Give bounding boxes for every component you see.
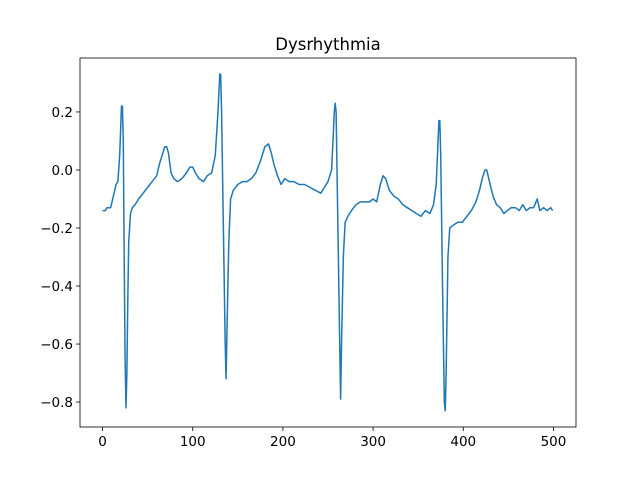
y-tick-label: −0.8	[40, 395, 73, 411]
y-tick-label: 0.0	[52, 163, 73, 179]
y-tick-label: 0.2	[52, 105, 73, 121]
x-tick-label: 200	[270, 434, 296, 450]
y-tick-label: −0.6	[40, 337, 73, 353]
x-tick-label: 300	[360, 434, 386, 450]
y-tick-label: −0.4	[40, 279, 73, 295]
x-tick-label: 0	[98, 434, 107, 450]
data-line	[102, 73, 554, 412]
plot-frame	[79, 57, 577, 428]
x-tick-label: 400	[450, 434, 476, 450]
chart-title: Dysrhythmia	[275, 35, 380, 54]
y-tick-label: −0.2	[40, 221, 73, 237]
x-tick-label: 500	[541, 434, 567, 450]
x-tick-label: 100	[180, 434, 206, 450]
